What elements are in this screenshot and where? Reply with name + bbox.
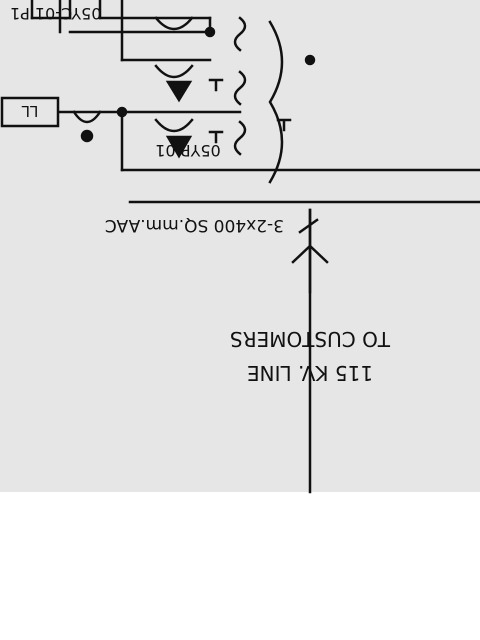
cable-tick [298, 218, 319, 234]
drawing-panel [0, 0, 480, 492]
earth-mark [208, 78, 224, 92]
ct-upper-label: 05YC-01 P1 [10, 4, 101, 23]
ll-box [0, 96, 60, 128]
earth-mark [208, 130, 224, 144]
cable-label: 3-2x400 SQ.mm.AAC [105, 215, 284, 235]
diode-triangle [165, 80, 193, 103]
ll-box-label: LL [21, 102, 38, 120]
labels: LL 05YC-01 P1 05YP-01 3-2x400 SQ.mm.AAC … [10, 4, 391, 385]
ct-coil-upper [233, 16, 247, 52]
ct-coil-middle [233, 70, 247, 106]
destination-line2: 115 KV. LINE [247, 361, 373, 385]
diode-triangle [165, 135, 193, 159]
ct-loop-lower [154, 118, 194, 133]
ct-lower-label: 05YP-01 [155, 141, 221, 160]
junction-dot [304, 54, 316, 66]
ct-loop-upper [154, 64, 194, 79]
ct-coil-lower [233, 120, 247, 156]
ground-symbol [80, 129, 94, 143]
ct-loop-top [154, 16, 194, 31]
rotated-drawing [0, 0, 480, 494]
outgoing-arrow [291, 244, 329, 264]
earth-mark [276, 118, 292, 132]
main-ct-arc [268, 20, 284, 184]
destination-line1: TO CUSTOMERS [230, 327, 391, 351]
ll-coil [72, 110, 102, 124]
